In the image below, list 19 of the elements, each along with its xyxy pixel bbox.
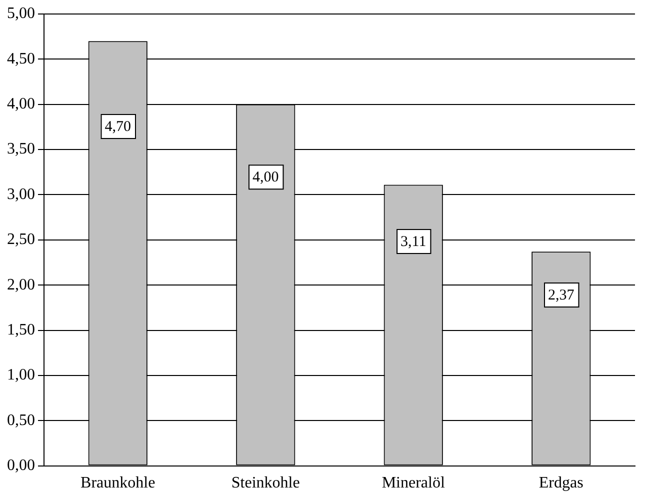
x-tick-label: Braunkohle	[80, 474, 156, 492]
y-tick-label: 2,00	[7, 276, 35, 294]
y-tick-label: 3,50	[7, 140, 35, 158]
y-tick-label: 0,00	[7, 457, 35, 474]
x-tick-label: Erdgas	[538, 474, 584, 492]
y-tick-label: 1,50	[7, 321, 35, 338]
x-tick-label: Mineralöl	[382, 474, 446, 492]
x-tick-label: Steinkohle	[231, 474, 300, 492]
data-label: 2,37	[548, 287, 575, 304]
y-tick-label: 4,50	[7, 50, 35, 68]
y-tick-label: 5,00	[7, 5, 35, 22]
y-tick-label: 1,00	[7, 366, 35, 384]
y-tick-label: 3,00	[7, 186, 35, 203]
y-tick-label: 2,50	[7, 231, 35, 248]
data-label: 4,00	[252, 170, 279, 186]
data-label: 3,11	[400, 234, 426, 250]
data-label: 4,70	[104, 118, 131, 135]
y-tick-label: 4,00	[7, 96, 35, 113]
y-tick-label: 0,50	[7, 412, 35, 429]
